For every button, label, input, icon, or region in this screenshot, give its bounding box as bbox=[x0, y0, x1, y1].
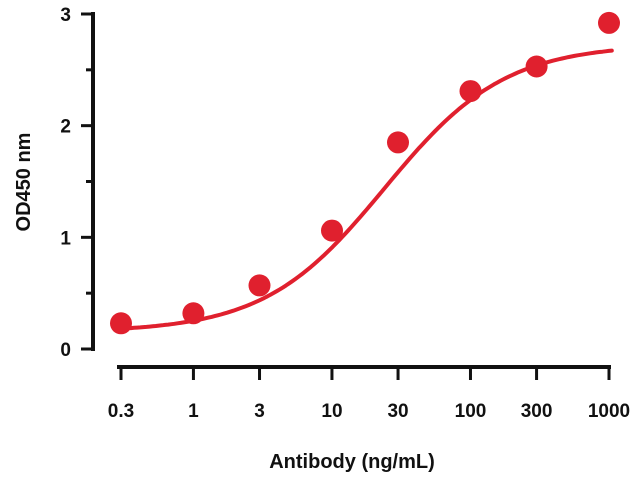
x-tick-label: 10 bbox=[321, 401, 342, 422]
data-point bbox=[525, 55, 548, 78]
data-point bbox=[182, 302, 205, 325]
x-tick-label: 1000 bbox=[588, 401, 630, 422]
axes: 0 1 2 3 0.3 1 3 10 30 100 300 1000 bbox=[60, 5, 630, 422]
y-tick-label: 0 bbox=[60, 340, 71, 361]
y-tick-label: 1 bbox=[60, 228, 71, 249]
fit-curve-layer bbox=[113, 48, 614, 331]
y-tick-label: 3 bbox=[60, 5, 71, 26]
x-tick-label: 3 bbox=[254, 401, 265, 422]
data-point bbox=[110, 312, 132, 335]
x-tick-label: 30 bbox=[387, 401, 408, 422]
y-axis-title: OD450 nm bbox=[13, 133, 35, 232]
y-tick-label: 2 bbox=[60, 117, 71, 138]
data-point bbox=[248, 274, 271, 297]
x-tick-label: 100 bbox=[455, 401, 487, 422]
x-tick-label: 0.3 bbox=[108, 401, 134, 422]
x-tick-label: 1 bbox=[188, 401, 199, 422]
x-tick-label: 300 bbox=[521, 401, 553, 422]
data-points-layer bbox=[110, 11, 620, 335]
fit-curve bbox=[113, 48, 614, 331]
data-point bbox=[387, 131, 409, 154]
data-point bbox=[459, 80, 482, 103]
x-axis-title: Antibody (ng/mL) bbox=[269, 451, 435, 473]
data-point bbox=[321, 219, 343, 242]
data-point bbox=[598, 11, 620, 34]
